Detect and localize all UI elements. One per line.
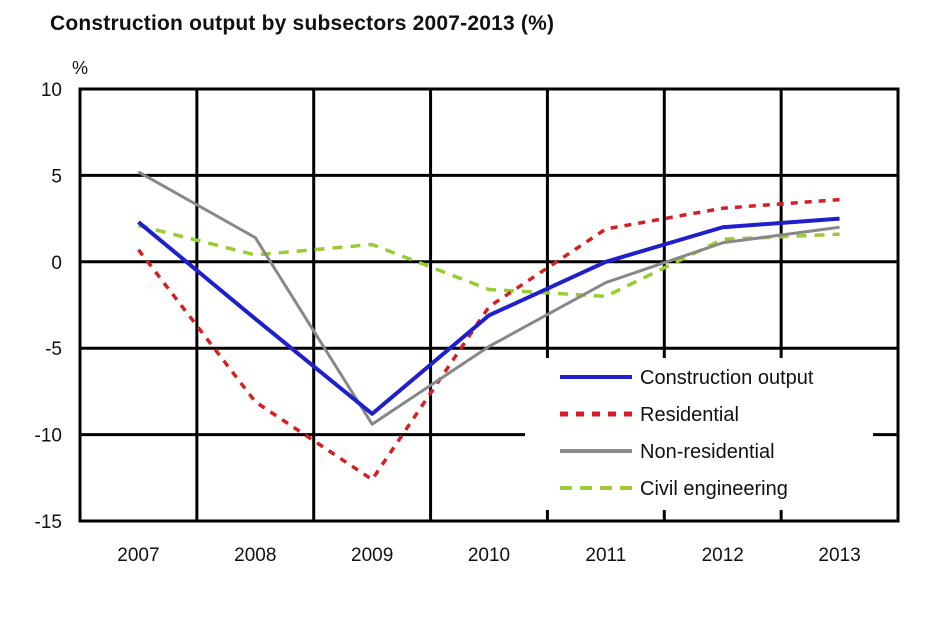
x-tick-label: 2007: [117, 545, 159, 566]
legend-box: [525, 358, 873, 510]
series-line-civil-engineering: [138, 223, 840, 299]
y-tick-label: -10: [35, 426, 62, 447]
y-tick-label: -15: [35, 512, 62, 533]
series-line-construction-output: [137, 216, 840, 416]
series-line-non-residential: [137, 170, 840, 426]
legend-label: Civil engineering: [640, 478, 788, 500]
x-tick-label: 2012: [702, 545, 744, 566]
chart-title: Construction output by subsectors 2007-2…: [50, 12, 555, 35]
legend-label: Construction output: [640, 367, 814, 389]
y-tick-label: 10: [41, 80, 62, 101]
x-tick-label: 2010: [468, 545, 510, 566]
series-line-residential: [137, 197, 840, 482]
legend-label: Residential: [640, 404, 739, 426]
x-tick-label: 2011: [585, 545, 626, 566]
y-tick-label: -5: [45, 339, 62, 360]
y-tick-label: 5: [51, 166, 62, 187]
plot-area-border: [78, 87, 900, 523]
y-tick-label: 0: [51, 253, 62, 274]
legend-label: Non-residential: [640, 441, 775, 463]
x-tick-label: 2009: [351, 545, 393, 566]
x-tick-label: 2013: [818, 545, 860, 566]
y-axis-unit-label: %: [72, 58, 89, 78]
x-tick-label: 2008: [234, 545, 276, 566]
